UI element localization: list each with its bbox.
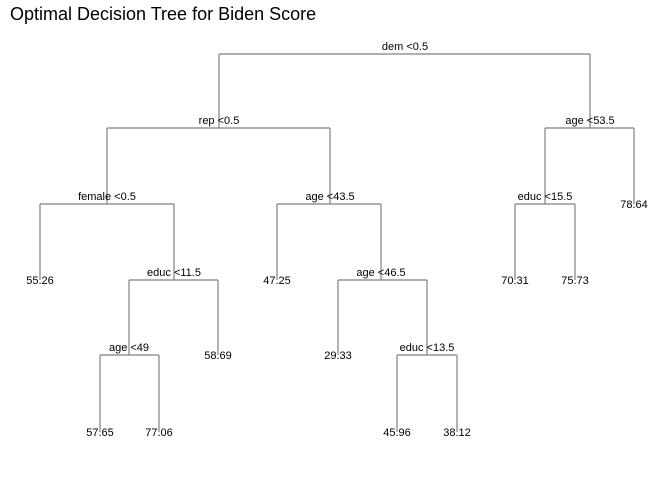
split-label: age <53.5 [565, 115, 614, 127]
split-label: dem <0.5 [382, 41, 428, 53]
split-label: age <49 [109, 342, 149, 354]
split-label: educ <11.5 [147, 267, 201, 279]
split-label: age <46.5 [356, 267, 405, 279]
leaf-value: 75.73 [561, 275, 589, 287]
leaf-value: 77.06 [145, 427, 173, 439]
leaf-value: 38.12 [443, 427, 471, 439]
split-label: rep <0.5 [199, 115, 240, 127]
split-label: educ <15.5 [518, 191, 573, 203]
split-label: educ <13.5 [400, 342, 455, 354]
leaf-value: 47.25 [263, 275, 291, 287]
leaf-value: 57.65 [86, 427, 114, 439]
leaf-value: 78.64 [620, 199, 648, 211]
leaf-value: 58.69 [204, 350, 232, 362]
split-label: age <43.5 [305, 191, 354, 203]
leaf-value: 45.96 [383, 427, 411, 439]
split-label: female <0.5 [78, 191, 136, 203]
leaf-value: 29.33 [324, 350, 352, 362]
leaf-value: 70.31 [501, 275, 529, 287]
chart-title: Optimal Decision Tree for Biden Score [10, 4, 317, 24]
leaf-value: 55.26 [26, 275, 54, 287]
